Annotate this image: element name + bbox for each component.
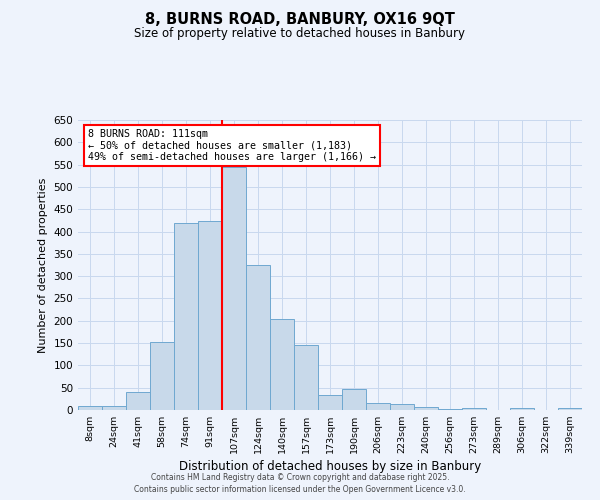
Bar xyxy=(102,406,126,410)
Bar xyxy=(126,392,150,410)
Text: 8 BURNS ROAD: 111sqm
← 50% of detached houses are smaller (1,183)
49% of semi-de: 8 BURNS ROAD: 111sqm ← 50% of detached h… xyxy=(88,128,376,162)
Bar xyxy=(294,346,318,410)
Y-axis label: Number of detached properties: Number of detached properties xyxy=(38,178,48,352)
Text: 8, BURNS ROAD, BANBURY, OX16 9QT: 8, BURNS ROAD, BANBURY, OX16 9QT xyxy=(145,12,455,28)
X-axis label: Distribution of detached houses by size in Banbury: Distribution of detached houses by size … xyxy=(179,460,481,473)
Bar xyxy=(246,265,270,410)
Bar xyxy=(342,388,366,410)
Bar xyxy=(198,222,222,410)
Bar xyxy=(318,396,342,410)
Bar xyxy=(366,404,390,410)
Bar xyxy=(390,404,414,410)
Bar xyxy=(150,342,174,410)
Text: Contains public sector information licensed under the Open Government Licence v3: Contains public sector information licen… xyxy=(134,485,466,494)
Bar xyxy=(558,408,582,410)
Bar xyxy=(510,408,534,410)
Bar xyxy=(270,318,294,410)
Bar xyxy=(462,408,486,410)
Text: Size of property relative to detached houses in Banbury: Size of property relative to detached ho… xyxy=(134,28,466,40)
Text: Contains HM Land Registry data © Crown copyright and database right 2025.: Contains HM Land Registry data © Crown c… xyxy=(151,474,449,482)
Bar xyxy=(174,222,198,410)
Bar xyxy=(78,406,102,410)
Bar xyxy=(414,407,438,410)
Bar xyxy=(222,167,246,410)
Bar xyxy=(438,408,462,410)
